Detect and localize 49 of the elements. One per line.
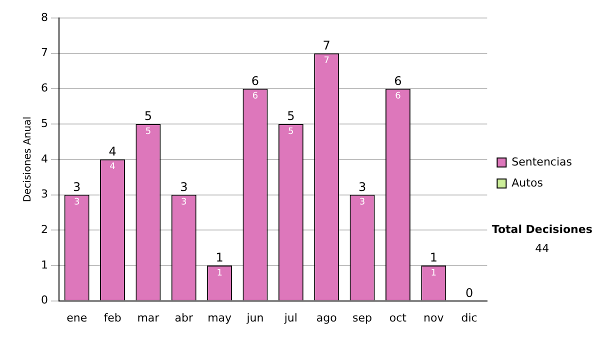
y-tick-label: 4 xyxy=(41,152,48,166)
legend-label: Autos xyxy=(512,176,544,190)
x-tick-label: jun xyxy=(246,311,264,324)
y-tick-label: 7 xyxy=(41,46,48,60)
total-label: 4 xyxy=(108,144,116,159)
data-label: 5 xyxy=(145,126,152,137)
y-tick-label: 2 xyxy=(41,222,48,236)
y-tick-label: 6 xyxy=(41,82,48,95)
total-label: 6 xyxy=(251,74,260,88)
text: Total Decisiones xyxy=(492,222,593,236)
x-tick-label: dic xyxy=(461,311,478,324)
total-label: 3 xyxy=(73,180,81,194)
x-tick-label: feb xyxy=(104,311,122,324)
x-tick-label: sep xyxy=(352,311,372,324)
total-label: 0 xyxy=(465,286,474,300)
data-label: 6 xyxy=(395,92,402,102)
x-tick-label: nov xyxy=(424,311,444,324)
total-label: 1 xyxy=(430,250,438,265)
total-label: 3 xyxy=(358,180,366,194)
total-label: 5 xyxy=(144,109,152,124)
data-label: 6 xyxy=(252,92,258,102)
x-tick-label: ene xyxy=(66,311,88,324)
x-tick-label: oct xyxy=(389,311,408,324)
data-label: 3 xyxy=(74,198,80,208)
data-label: 3 xyxy=(359,198,366,208)
x-tick-label: jul xyxy=(283,311,298,324)
total-label: 1 xyxy=(216,250,224,265)
y-tick-label: 1 xyxy=(41,258,48,272)
data-label: 3 xyxy=(181,198,187,208)
data-label: 7 xyxy=(324,56,330,66)
data-label: 1 xyxy=(216,268,222,278)
text: 44 xyxy=(535,242,550,255)
x-tick-label: mar xyxy=(137,311,160,324)
data-label: 1 xyxy=(430,268,436,278)
x-tick-label: may xyxy=(208,311,232,324)
y-tick-label: 5 xyxy=(41,116,48,130)
data-label: 4 xyxy=(110,162,116,172)
legend-label: Sentencias xyxy=(512,155,572,168)
total-label: 5 xyxy=(287,109,295,124)
total-label: 6 xyxy=(394,74,402,88)
y-tick-label: 0 xyxy=(41,294,48,307)
y-tick-label: 8 xyxy=(41,10,48,24)
y-tick-label: 3 xyxy=(41,188,48,201)
y-axis-title: Decisiones Anual xyxy=(22,116,34,202)
x-tick-label: abr xyxy=(174,311,194,324)
total-label: 3 xyxy=(180,180,188,194)
data-label: 5 xyxy=(288,126,294,137)
x-tick-label: ago xyxy=(316,311,338,324)
total-label: 7 xyxy=(322,38,330,52)
